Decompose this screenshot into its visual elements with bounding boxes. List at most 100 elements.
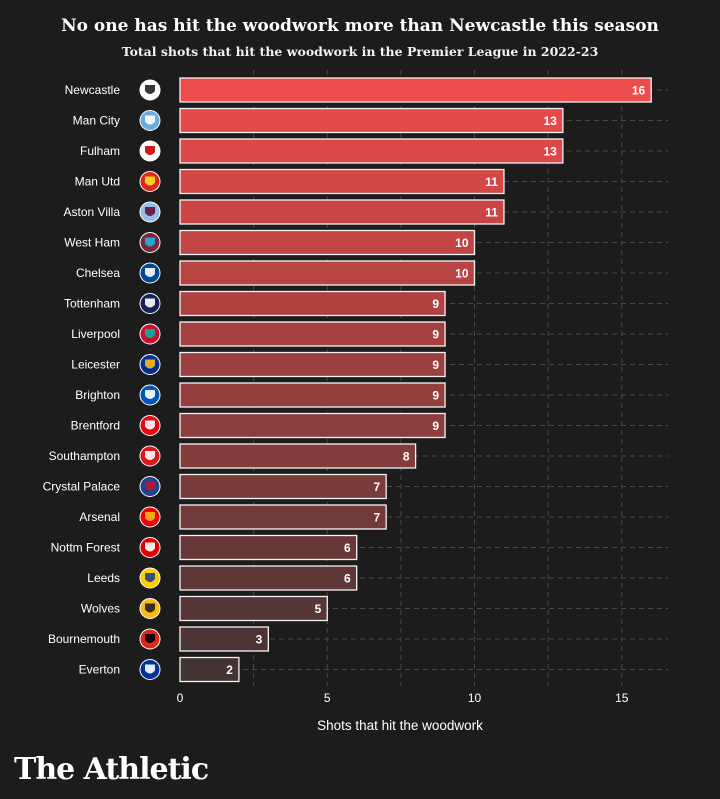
- badge-shield: [145, 176, 155, 186]
- team-label-man-city: Man City: [73, 114, 120, 128]
- bar-man-city: [179, 107, 564, 134]
- west-ham-crest-icon: [139, 232, 161, 253]
- bar-arsenal: [179, 504, 387, 530]
- badge-shield: [145, 146, 155, 155]
- crystal-palace-crest-icon: [139, 476, 161, 497]
- value-label-leeds: 6: [344, 572, 351, 586]
- bournemouth-crest-icon: [139, 628, 161, 650]
- value-label-man-utd: 11: [485, 175, 498, 189]
- value-label-liverpool: 9: [432, 328, 439, 342]
- x-tick-label: 5: [324, 691, 331, 705]
- team-label-leeds: Leeds: [87, 571, 120, 585]
- badge-shield: [145, 237, 155, 247]
- team-label-wolves: Wolves: [81, 602, 120, 616]
- bar-man-utd: [179, 168, 505, 195]
- value-label-bournemouth: 3: [256, 633, 263, 647]
- value-label-newcastle: 16: [632, 84, 646, 98]
- bar-bournemouth: [179, 626, 269, 652]
- bar-brighton: [179, 382, 446, 408]
- bar-leicester: [179, 351, 446, 378]
- bar-aston-villa: [179, 199, 505, 225]
- badge-shield: [145, 390, 155, 399]
- x-tick-label: 10: [468, 691, 482, 705]
- value-label-chelsea: 10: [455, 267, 469, 281]
- badge-shield: [145, 329, 155, 338]
- badge-shield: [145, 451, 155, 460]
- team-label-brighton: Brighton: [75, 388, 120, 402]
- bar-chelsea: [179, 260, 476, 286]
- badge-shield: [145, 512, 155, 521]
- team-label-leicester: Leicester: [71, 358, 120, 372]
- value-label-everton: 2: [226, 663, 233, 677]
- value-label-brighton: 9: [432, 389, 439, 403]
- chart-title: No one has hit the woodwork more than Ne…: [61, 16, 659, 36]
- team-label-fulham: Fulham: [80, 144, 120, 158]
- x-tick-label: 15: [615, 691, 629, 705]
- bar-west-ham: [179, 229, 476, 256]
- bar-wolves: [179, 595, 328, 622]
- value-label-west-ham: 10: [455, 236, 469, 250]
- chelsea-crest-icon: [139, 262, 161, 284]
- arsenal-crest-icon: [139, 506, 161, 528]
- value-label-wolves: 5: [315, 602, 322, 616]
- leeds-crest-icon: [139, 567, 161, 589]
- southampton-crest-icon: [139, 445, 161, 467]
- x-axis-label: Shots that hit the woodwork: [317, 718, 483, 733]
- the-athletic-logo: The Athletic: [14, 752, 209, 787]
- value-label-man-city: 13: [543, 114, 557, 128]
- team-label-tottenham: Tottenham: [64, 297, 120, 311]
- team-label-aston-villa: Aston Villa: [64, 205, 121, 219]
- bar-everton: [179, 656, 240, 683]
- team-label-nottm-forest: Nottm Forest: [51, 541, 121, 555]
- value-label-southampton: 8: [403, 450, 410, 464]
- badge-shield: [145, 207, 155, 216]
- nottm-forest-crest-icon: [139, 537, 161, 558]
- fulham-crest-icon: [139, 140, 161, 162]
- bar-newcastle: [179, 77, 652, 103]
- x-tick-label: 0: [177, 691, 184, 705]
- badge-shield: [145, 481, 155, 491]
- value-label-arsenal: 7: [373, 511, 380, 525]
- team-label-crystal-palace: Crystal Palace: [43, 480, 121, 494]
- badge-shield: [145, 634, 155, 643]
- bar-brentford: [179, 412, 446, 439]
- team-label-west-ham: West Ham: [64, 236, 120, 250]
- man-utd-crest-icon: [139, 171, 161, 192]
- brighton-crest-icon: [139, 384, 161, 406]
- badge-shield: [145, 603, 155, 613]
- value-label-tottenham: 9: [432, 297, 439, 311]
- bar-southampton: [179, 443, 417, 469]
- man-city-crest-icon: [139, 110, 161, 131]
- wolves-crest-icon: [139, 598, 161, 619]
- badge-shield: [145, 268, 155, 277]
- badge-shield: [145, 573, 155, 582]
- value-label-crystal-palace: 7: [373, 480, 380, 494]
- badge-shield: [145, 298, 155, 308]
- bar-chart: Newcastle 16 Man City 13 Fulham 13 Man Utd 11 As…: [43, 70, 668, 733]
- badge-shield: [145, 359, 155, 369]
- value-label-brentford: 9: [432, 419, 439, 433]
- team-label-man-utd: Man Utd: [75, 175, 120, 189]
- leicester-crest-icon: [139, 354, 161, 375]
- team-label-arsenal: Arsenal: [79, 510, 120, 524]
- brentford-crest-icon: [139, 415, 161, 436]
- newcastle-crest-icon: [139, 79, 161, 101]
- aston-villa-crest-icon: [139, 201, 161, 223]
- value-label-nottm-forest: 6: [344, 541, 351, 555]
- team-label-southampton: Southampton: [49, 449, 120, 463]
- team-label-liverpool: Liverpool: [71, 327, 120, 341]
- liverpool-crest-icon: [139, 323, 161, 345]
- bar-liverpool: [179, 321, 446, 347]
- team-label-bournemouth: Bournemouth: [48, 632, 120, 646]
- value-label-aston-villa: 11: [485, 206, 498, 220]
- bar-tottenham: [179, 290, 446, 317]
- team-label-newcastle: Newcastle: [65, 83, 121, 97]
- badge-shield: [145, 664, 155, 674]
- team-label-brentford: Brentford: [71, 419, 120, 433]
- tottenham-crest-icon: [139, 293, 161, 314]
- badge-shield: [145, 420, 155, 430]
- bar-nottm-forest: [179, 534, 358, 561]
- badge-shield: [145, 542, 155, 552]
- value-label-leicester: 9: [432, 358, 439, 372]
